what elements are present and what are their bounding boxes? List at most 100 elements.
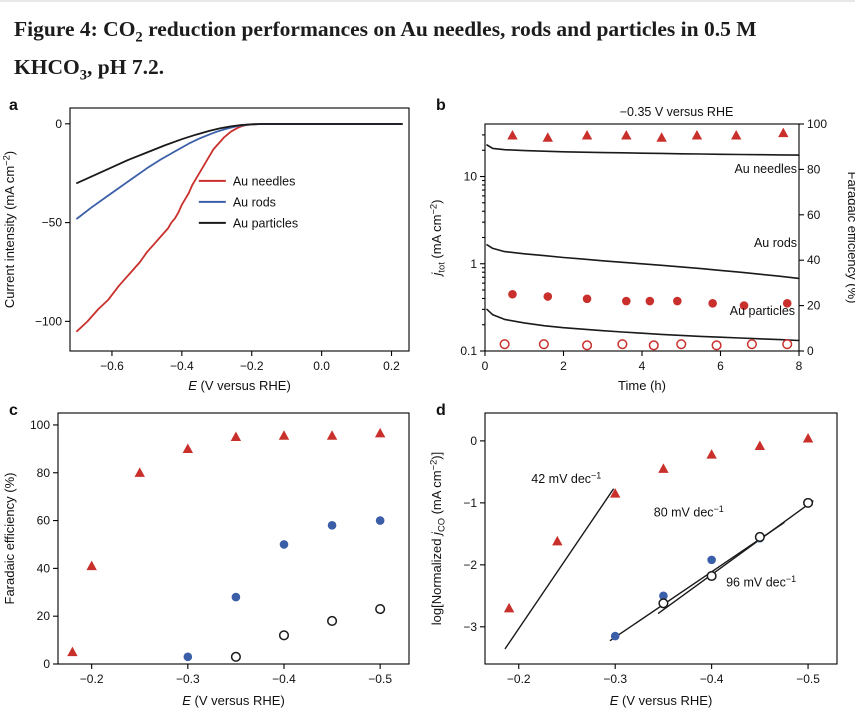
- svg-text:−0.3: −0.3: [603, 672, 627, 686]
- svg-text:0.0: 0.0: [313, 359, 330, 373]
- svg-text:−0.2: −0.2: [240, 359, 264, 373]
- svg-text:−0.4: −0.4: [700, 672, 724, 686]
- series-fe-au-needles: [507, 127, 789, 142]
- svg-text:0.2: 0.2: [383, 359, 400, 373]
- svg-text:100: 100: [807, 117, 827, 131]
- axes: [65, 107, 410, 356]
- series-au-needles-jtot: [486, 144, 800, 156]
- y2-axis-title: Faradaic efficiency (%): [845, 171, 855, 303]
- svg-text:0: 0: [55, 117, 62, 131]
- svg-text:6: 6: [717, 359, 724, 373]
- svg-text:0: 0: [807, 344, 814, 358]
- y-axis-title: Faradaic efficiency (%): [2, 472, 17, 604]
- svg-text:Au needles: Au needles: [734, 162, 797, 176]
- svg-text:−0.5: −0.5: [368, 672, 392, 686]
- axes: [480, 412, 838, 669]
- panel-label-d: d: [436, 401, 446, 419]
- svg-text:1: 1: [470, 257, 477, 271]
- series-au-needles: [503, 432, 814, 613]
- x-axis-title: E (V versus RHE): [182, 693, 285, 708]
- svg-text:E (V versus RHE): E (V versus RHE): [610, 693, 713, 708]
- series-au-rods: [183, 516, 385, 662]
- svg-text:Faradaic efficiency (%): Faradaic efficiency (%): [2, 472, 17, 604]
- svg-text:Au rods: Au rods: [754, 236, 797, 250]
- svg-text:100: 100: [30, 418, 50, 432]
- svg-text:10: 10: [464, 169, 478, 183]
- series-fe-au-particles: [499, 339, 793, 351]
- svg-text:60: 60: [37, 514, 51, 528]
- series-fe-au-rods: [508, 289, 792, 310]
- svg-text:4: 4: [639, 359, 646, 373]
- svg-text:−0.4: −0.4: [170, 359, 194, 373]
- x-axis-title: E (V versus RHE): [610, 693, 713, 708]
- svg-text:Current intensity (mA cm−2): Current intensity (mA cm−2): [2, 151, 18, 308]
- svg-text:−50: −50: [42, 216, 63, 230]
- svg-text:−0.2: −0.2: [80, 672, 104, 686]
- figure-caption: Figure 4: CO2 reduction performances on …: [14, 17, 757, 84]
- svg-text:0: 0: [482, 359, 489, 373]
- svg-text:−1: −1: [463, 496, 477, 510]
- svg-text:60: 60: [807, 208, 821, 222]
- svg-text:−0.2: −0.2: [507, 672, 531, 686]
- svg-text:Au particles: Au particles: [233, 216, 298, 230]
- svg-text:20: 20: [37, 609, 51, 623]
- svg-text:log[Normalized jCO (mA cm−2)]: log[Normalized jCO (mA cm−2)]: [429, 452, 447, 626]
- svg-text:E (V versus RHE): E (V versus RHE): [188, 378, 291, 393]
- panel-label-c: c: [9, 401, 18, 419]
- svg-text:−0.3: −0.3: [176, 672, 200, 686]
- svg-text:−0.4: −0.4: [272, 672, 296, 686]
- annotation-42-mv-dec-1: 42 mV dec−1: [531, 471, 601, 487]
- svg-text:−0.6: −0.6: [100, 359, 124, 373]
- panel-d: d −0.2 −0.3 −0.4 −0.5 0 −1 −2 −3 E (V versus RHE…: [427, 399, 855, 714]
- annotation-au-particles: Au particles: [730, 304, 795, 318]
- series-au-particles: [658, 497, 814, 609]
- y-axis-title: log[Normalized jCO (mA cm−2)]: [429, 452, 447, 626]
- svg-text:−100: −100: [35, 314, 62, 328]
- annotation-96-mv-dec-1: 96 mV dec−1: [726, 574, 796, 590]
- svg-text:96 mV dec−1: 96 mV dec−1: [726, 574, 796, 590]
- annotation-au-needles: Au needles: [734, 162, 797, 176]
- axis-labels: −0.2 −0.3 −0.4 −0.5 0 −1 −2 −3: [463, 434, 820, 686]
- series-au-particles: [76, 123, 403, 184]
- svg-text:jtot (mA cm−2): jtot (mA cm−2): [429, 199, 447, 277]
- series-needles-tafel-fit-42-mv-per-dec: [504, 488, 614, 650]
- svg-text:80: 80: [37, 466, 51, 480]
- y-axis-title: Current intensity (mA cm−2): [2, 151, 18, 308]
- series-au-needles: [67, 427, 386, 657]
- chart-a-lsv-curves: −0.6 −0.4 −0.2 0.0 0.2 0 −50 −100 E (V versus RH…: [2, 107, 410, 393]
- panel-label-b: b: [436, 96, 446, 114]
- svg-text:Time (h): Time (h): [618, 378, 666, 393]
- axes: [53, 412, 410, 669]
- svg-text:42 mV dec−1: 42 mV dec−1: [531, 471, 601, 487]
- svg-text:80: 80: [807, 162, 821, 176]
- chart-c-faradaic-efficiency: −0.2 −0.3 −0.4 −0.5 0 20 40 60 80 100 E (V versus …: [2, 412, 410, 708]
- svg-text:2: 2: [560, 359, 567, 373]
- panel-label-a: a: [9, 96, 18, 114]
- y-axis-title: jtot (mA cm−2): [429, 199, 447, 277]
- annotation-80-mv-dec-1: 80 mV dec−1: [654, 504, 724, 520]
- svg-text:40: 40: [807, 253, 821, 267]
- svg-text:E (V versus RHE): E (V versus RHE): [182, 693, 285, 708]
- panel-b: b 0 2 4 6 8 0.1 1 10 0 20 40 60 80 100 Time (h) jtot (m…: [427, 94, 855, 399]
- chart-d-tafel-plots: −0.2 −0.3 −0.4 −0.5 0 −1 −2 −3 E (V versus RHE) l…: [429, 412, 838, 708]
- series-au-rods-jtot: [486, 243, 800, 280]
- x-axis-title: E (V versus RHE): [188, 378, 291, 393]
- series-au-particles: [230, 603, 386, 662]
- svg-text:Au particles: Au particles: [730, 304, 795, 318]
- axes: [480, 123, 804, 356]
- series-au-particles-jtot: [486, 308, 800, 342]
- x-axis-title: Time (h): [618, 378, 666, 393]
- svg-text:0: 0: [43, 657, 50, 671]
- panel-c: c −0.2 −0.3 −0.4 −0.5 0 20 40 60 80 100 E (V versu…: [0, 399, 427, 714]
- axis-labels: −0.6 −0.4 −0.2 0.0 0.2 0 −50 −100: [35, 117, 400, 373]
- svg-text:0: 0: [470, 434, 477, 448]
- svg-text:40: 40: [37, 561, 51, 575]
- panel-a: a −0.6 −0.4 −0.2 0.0 0.2 0 −50 −100 E (V versus …: [0, 94, 427, 399]
- svg-text:−3: −3: [463, 620, 477, 634]
- annotation-au-rods: Au rods: [754, 236, 797, 250]
- svg-text:20: 20: [807, 299, 821, 313]
- svg-text:−0.5: −0.5: [796, 672, 820, 686]
